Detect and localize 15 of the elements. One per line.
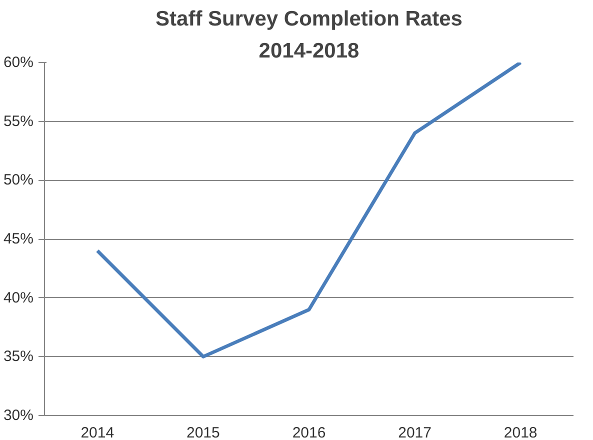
x-tick-label: 2016: [292, 424, 326, 440]
y-tick-label: 55%: [3, 112, 34, 130]
chart-title: Staff Survey Completion Rates: [156, 8, 462, 30]
y-tick-label: 60%: [3, 54, 34, 71]
y-tick-label: 45%: [3, 230, 34, 248]
x-tick-label: 2015: [186, 424, 220, 440]
line-series: [96, 62, 522, 358]
y-tick-label: 35%: [3, 348, 34, 366]
chart-subtitle: 2014-2018: [258, 40, 360, 62]
y-tick-label: 50%: [3, 172, 34, 189]
x-tick-label: 2014: [80, 424, 114, 440]
x-tick-label: 2017: [398, 424, 432, 440]
x-tick-label: 2018: [504, 424, 538, 440]
y-tick-label: 30%: [3, 407, 34, 424]
y-tick-label: 40%: [3, 289, 34, 306]
